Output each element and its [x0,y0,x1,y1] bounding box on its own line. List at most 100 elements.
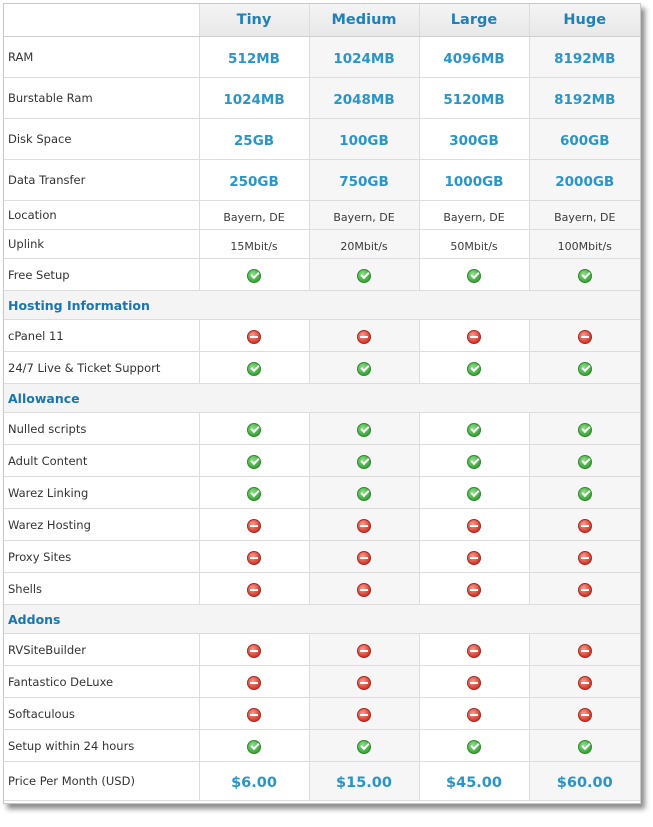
feature-row-warez-hosting: Warez Hosting [4,508,640,541]
cell-tiny: 512MB [199,36,310,78]
cell-large: Bayern, DE [419,200,530,230]
check-circle-icon [467,454,481,469]
cell-tiny [199,319,310,352]
check-circle-icon [357,422,371,437]
feature-row-shells: Shells [4,572,640,605]
feature-row-data-transfer: Data Transfer 250GB 750GB 1000GB 2000GB [4,159,640,201]
plan-name-large: Large [419,4,530,37]
cell-medium: 20Mbit/s [309,229,420,259]
feature-label: Nulled scripts [4,412,200,445]
check-circle-icon [357,268,371,283]
check-circle-icon [357,361,371,376]
feature-row-fantastico: Fantastico DeLuxe [4,665,640,698]
minus-circle-icon [577,675,592,690]
cell-medium: 1024MB [309,36,420,78]
minus-circle-icon [577,518,592,533]
plan-header-row: Tiny Medium Large Huge [4,4,640,37]
cell-tiny [199,351,310,384]
cell-huge: 8192MB [529,36,640,78]
cell-tiny [199,729,310,762]
feature-row-disk-space: Disk Space 25GB 100GB 300GB 600GB [4,118,640,160]
feature-row-setup-24h: Setup within 24 hours [4,729,640,762]
feature-value: 2000GB [555,173,615,190]
minus-circle-icon [357,550,371,565]
feature-row-support: 24/7 Live & Ticket Support [4,351,640,384]
cell-huge [529,633,640,666]
check-circle-icon [577,454,592,469]
cell-medium [309,633,420,666]
feature-row-nulled-scripts: Nulled scripts [4,412,640,445]
section-row-addons: Addons [4,604,640,634]
cell-tiny: 15Mbit/s [199,229,310,259]
cell-large [419,540,530,573]
check-circle-icon [247,486,261,501]
minus-circle-icon [247,643,261,658]
feature-value: 100Mbit/s [557,239,612,253]
cell-huge [529,508,640,541]
minus-circle-icon [357,582,371,597]
cell-medium [309,444,420,477]
feature-label: Warez Linking [4,476,200,509]
cell-huge [529,444,640,477]
feature-value: Bayern, DE [443,210,505,224]
minus-circle-icon [247,675,261,690]
check-circle-icon [247,454,261,469]
check-circle-icon [357,454,371,469]
cell-large [419,412,530,445]
feature-label: Proxy Sites [4,540,200,573]
minus-circle-icon [577,582,592,597]
price-value: $60.00 [556,774,613,791]
feature-label: Disk Space [4,118,200,160]
feature-row-location: Location Bayern, DE Bayern, DE Bayern, DE Ba… [4,200,640,230]
cell-huge: 8192MB [529,77,640,119]
check-circle-icon [467,361,481,376]
minus-circle-icon [467,643,481,658]
cell-huge [529,729,640,762]
feature-value: 25GB [233,132,275,149]
plan-name-tiny: Tiny [199,4,310,37]
minus-circle-icon [577,329,592,344]
cell-large [419,665,530,698]
feature-value: 1024MB [223,91,285,108]
minus-circle-icon [577,707,592,722]
check-circle-icon [577,422,592,437]
feature-value: 100GB [339,132,389,149]
minus-circle-icon [467,675,481,690]
cell-huge [529,572,640,605]
cell-large [419,633,530,666]
check-circle-icon [247,361,261,376]
cell-tiny: Bayern, DE [199,200,310,230]
feature-label: 24/7 Live & Ticket Support [4,351,200,384]
feature-row-price: Price Per Month (USD) $6.00 $15.00 $45.00 $6… [4,761,640,801]
feature-value: 50Mbit/s [450,239,498,253]
feature-row-free-setup: Free Setup [4,258,640,291]
cell-tiny: 1024MB [199,77,310,119]
feature-value: 600GB [559,132,610,149]
cell-huge [529,258,640,291]
section-row-allowance: Allowance [4,383,640,413]
section-heading: Addons [4,604,640,634]
pricing-table: Tiny Medium Large Huge RAM 512MB 1024MB 409… [4,4,640,801]
minus-circle-icon [357,518,371,533]
cell-large: 1000GB [419,159,530,201]
cell-tiny [199,633,310,666]
cell-large [419,444,530,477]
cell-huge: 100Mbit/s [529,229,640,259]
cell-tiny: 25GB [199,118,310,160]
feature-row-ram: RAM 512MB 1024MB 4096MB 8192MB [4,36,640,78]
minus-circle-icon [357,329,371,344]
cell-medium: $15.00 [309,761,420,801]
cell-large: 300GB [419,118,530,160]
cell-large [419,697,530,730]
feature-value: 250GB [229,173,279,190]
feature-label: Adult Content [4,444,200,477]
feature-value: 512MB [228,50,280,67]
check-circle-icon [357,486,371,501]
header-corner [4,4,200,37]
cell-large: $45.00 [419,761,530,801]
feature-label: Price Per Month (USD) [4,761,200,801]
check-circle-icon [467,486,481,501]
cell-medium [309,572,420,605]
price-value: $45.00 [446,774,502,791]
feature-row-adult-content: Adult Content [4,444,640,477]
